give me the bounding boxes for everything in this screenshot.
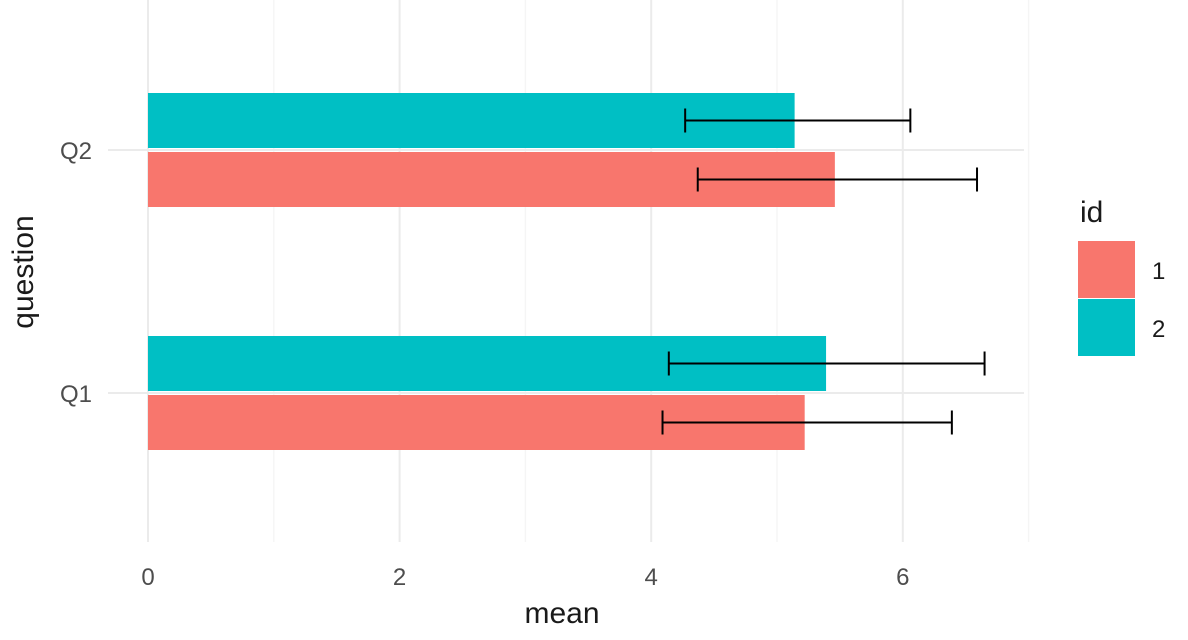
legend-swatch xyxy=(1078,299,1135,356)
legend-swatch xyxy=(1078,241,1135,298)
bars xyxy=(148,93,835,450)
error-bars xyxy=(661,108,986,435)
x-tick-label: 2 xyxy=(393,564,406,591)
legend-items: 12 xyxy=(1078,241,1165,356)
legend-label: 1 xyxy=(1152,258,1165,285)
y-axis-title: question xyxy=(7,215,40,328)
x-tick-label: 6 xyxy=(896,564,909,591)
legend-title: id xyxy=(1080,196,1103,229)
y-tick-label: Q1 xyxy=(60,381,92,408)
error-bar xyxy=(667,351,986,376)
legend: id 12 xyxy=(1078,196,1165,356)
x-axis-title: mean xyxy=(524,597,599,630)
x-tick-label: 0 xyxy=(141,564,154,591)
error-bar xyxy=(696,167,979,192)
y-tick-label: Q2 xyxy=(60,138,92,165)
x-axis-ticks: 0 2 4 6 xyxy=(141,564,909,591)
x-tick-label: 4 xyxy=(645,564,658,591)
legend-label: 2 xyxy=(1152,316,1165,343)
y-axis-ticks: Q1 Q2 xyxy=(60,138,92,408)
grid-lines xyxy=(108,0,1030,542)
error-bar xyxy=(661,410,953,435)
error-bar xyxy=(684,108,912,133)
